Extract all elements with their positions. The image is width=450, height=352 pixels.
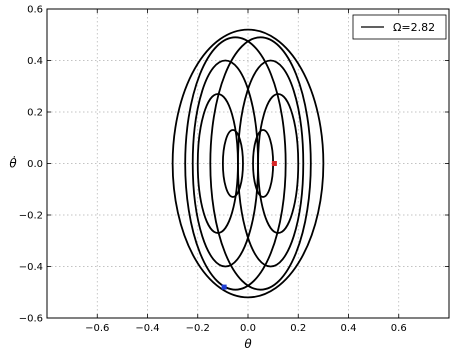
- y-tick-label: −0.6: [19, 314, 43, 325]
- y-tick-label: 0.2: [27, 108, 43, 119]
- y-tick-label: 0.4: [27, 56, 43, 67]
- y-tick-label: 0.0: [27, 159, 43, 170]
- trajectory-orbit: [171, 28, 325, 299]
- x-axis-label: θ: [244, 337, 252, 351]
- y-tick-label: −0.2: [19, 211, 43, 222]
- trajectory-orbit: [196, 93, 239, 234]
- x-tick-label: 0.0: [240, 323, 256, 334]
- y-axis-label: θ̇: [9, 155, 17, 170]
- trajectory-orbit: [184, 36, 287, 291]
- y-axis-ticks: −0.6 −0.4 −0.2 0.0 0.2 0.4 0.6: [19, 5, 449, 325]
- x-tick-label: −0.2: [186, 323, 210, 334]
- y-tick-label: −0.4: [19, 262, 43, 273]
- legend: Ω=2.82: [352, 14, 447, 40]
- x-tick-label: 0.4: [341, 323, 357, 334]
- point-marker: [271, 161, 277, 166]
- point-marker: [221, 284, 227, 290]
- trajectory-orbit: [257, 93, 300, 234]
- x-tick-label: −0.4: [135, 323, 159, 334]
- y-tick-label: 0.6: [27, 5, 43, 16]
- x-tick-label: 0.6: [391, 323, 407, 334]
- point-markers: [221, 161, 277, 290]
- x-tick-label: 0.2: [290, 323, 306, 334]
- x-tick-label: −0.6: [85, 323, 109, 334]
- trajectory-orbit: [209, 36, 312, 291]
- legend-entry-label: Ω=2.82: [393, 21, 435, 34]
- x-axis-ticks: −0.6 −0.4 −0.2 0.0 0.2 0.4 0.6: [85, 9, 407, 334]
- trajectory-orbit: [221, 129, 244, 198]
- trajectory-series: [171, 28, 325, 299]
- grid-lines: [47, 8, 449, 319]
